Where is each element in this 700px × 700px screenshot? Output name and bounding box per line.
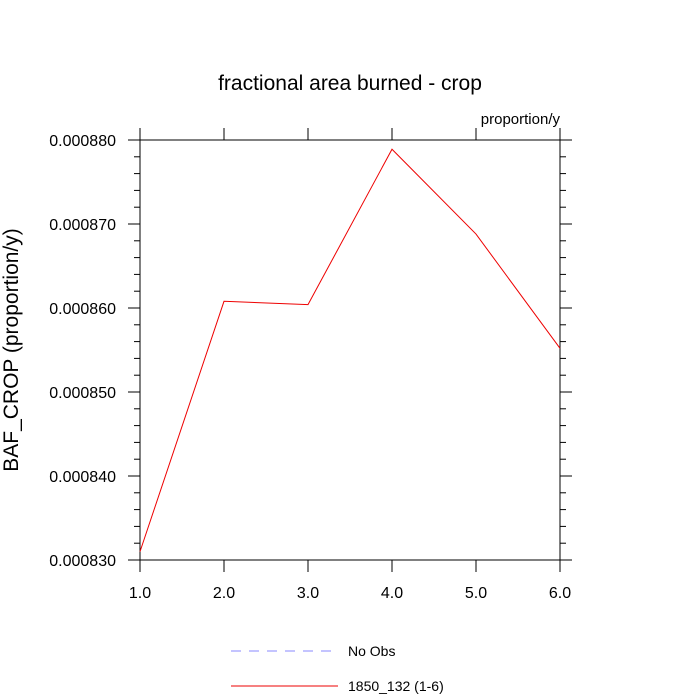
- y-tick-label: 0.000830: [49, 553, 116, 570]
- y-tick-label: 0.000880: [49, 133, 116, 150]
- y-tick-label: 0.000850: [49, 385, 116, 402]
- x-tick-label: 3.0: [297, 585, 319, 602]
- y-tick-label: 0.000840: [49, 469, 116, 486]
- plot-frame: [139, 139, 561, 561]
- y-tick-labels: 0.000830 0.000840 0.000850 0.000860 0.000870…: [49, 133, 116, 570]
- series-layer: [139, 148, 561, 552]
- y-tick-label: 0.000870: [49, 217, 116, 234]
- series-line: [139, 148, 561, 552]
- x-tick-label: 2.0: [213, 585, 235, 602]
- x-tick-label: 1.0: [129, 585, 151, 602]
- units-label: proportion/y: [481, 111, 561, 128]
- legend-label: 1850_132 (1-6): [348, 678, 444, 694]
- minor-ticks: [134, 139, 566, 561]
- chart-title: fractional area burned - crop: [218, 72, 482, 95]
- legend: No Obs 1850_132 (1-6): [231, 643, 444, 694]
- x-tick-label: 5.0: [465, 585, 487, 602]
- legend-label: No Obs: [348, 643, 395, 659]
- x-tick-label: 4.0: [381, 585, 403, 602]
- major-ticks: [128, 128, 572, 572]
- y-axis-label: BAF_CROP (proportion/y): [0, 228, 23, 472]
- x-tick-label: 6.0: [549, 585, 571, 602]
- x-tick-labels: 1.0 2.0 3.0 4.0 5.0 6.0: [129, 585, 571, 602]
- y-tick-label: 0.000860: [49, 301, 116, 318]
